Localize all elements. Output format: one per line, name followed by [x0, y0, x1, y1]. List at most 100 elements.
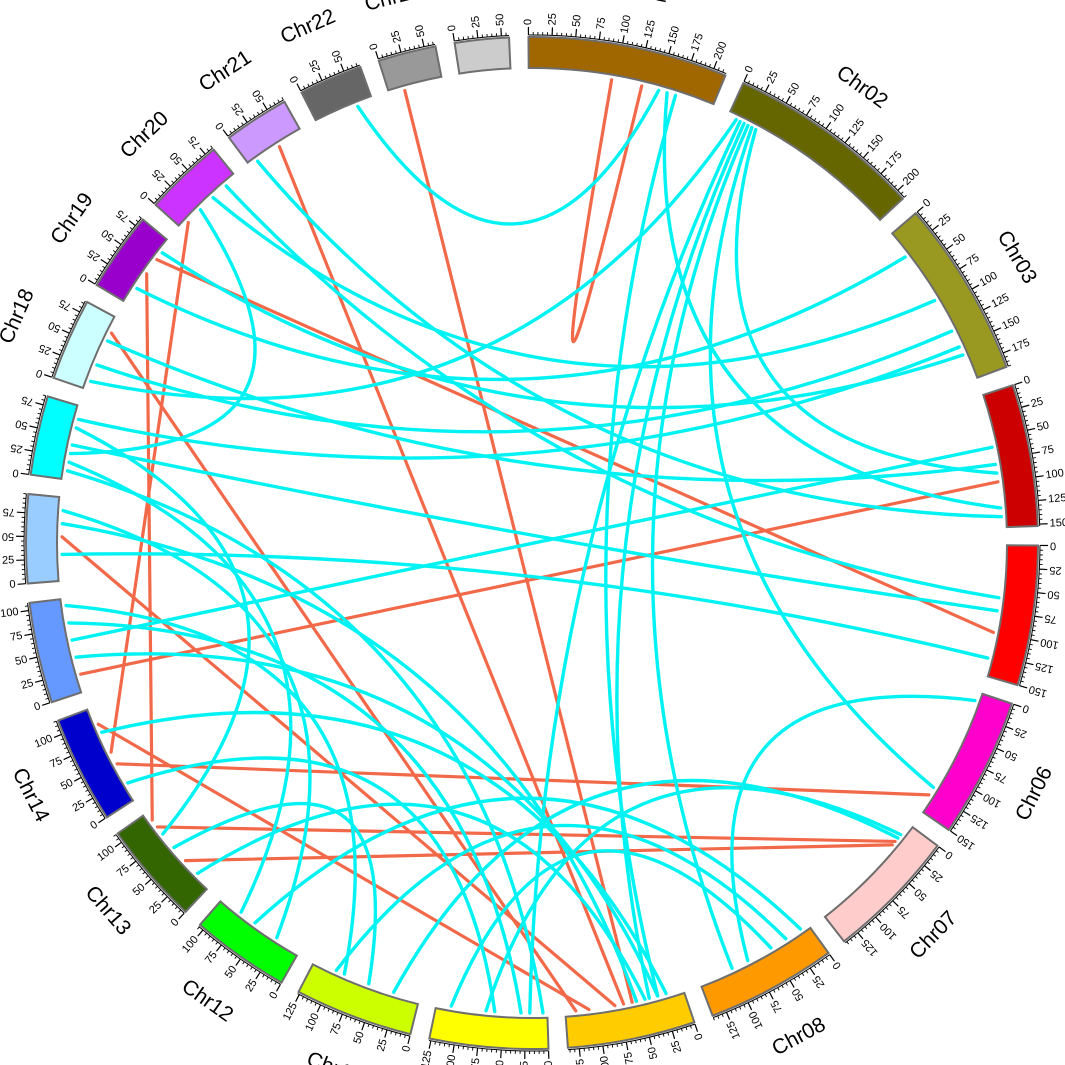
tick-label: 0 [1021, 702, 1031, 715]
link-inter [67, 621, 523, 1015]
minor-tick [853, 935, 857, 939]
minor-tick [659, 48, 661, 52]
major-tick [178, 912, 185, 920]
minor-tick [817, 962, 821, 966]
minor-tick [1026, 657, 1030, 660]
minor-tick [920, 213, 923, 216]
minor-tick [878, 913, 882, 917]
major-tick [63, 755, 72, 761]
major-tick [164, 180, 171, 187]
major-tick [476, 1048, 479, 1057]
minor-tick [35, 661, 39, 663]
minor-tick [45, 697, 49, 700]
minor-tick [1028, 433, 1032, 436]
minor-tick [990, 760, 994, 764]
major-tick [87, 279, 96, 285]
major-tick [625, 1042, 629, 1051]
minor-tick [793, 105, 797, 109]
minor-tick [36, 417, 40, 420]
chromosome-chr19: 0 25 50 75 Chr19 [46, 189, 169, 303]
chromosome-block [95, 218, 169, 303]
minor-tick [94, 805, 98, 809]
minor-tick [178, 909, 182, 913]
minor-tick [434, 1041, 436, 1045]
minor-tick [376, 1026, 379, 1031]
minor-tick [821, 123, 825, 127]
major-tick [1037, 592, 1046, 595]
major-tick [100, 259, 108, 265]
minor-tick [777, 987, 780, 991]
minor-tick [80, 781, 84, 784]
minor-tick [1032, 457, 1036, 459]
tick-axis [528, 34, 727, 75]
tick-label: 75 [807, 93, 824, 110]
tick-label: 100 [1039, 636, 1059, 651]
minor-tick [825, 957, 828, 961]
link-inter [160, 251, 965, 410]
major-tick [857, 932, 864, 940]
major-tick [384, 1029, 388, 1038]
minor-tick [821, 959, 825, 963]
major-tick [1034, 615, 1043, 619]
minor-tick [1001, 734, 1006, 737]
minor-tick [900, 191, 904, 195]
minor-tick [752, 1000, 755, 1004]
link-inter [70, 445, 994, 642]
minor-tick [1017, 392, 1021, 395]
major-tick [318, 72, 323, 81]
tick-axis [27, 603, 51, 703]
tick-label: 0 [446, 24, 459, 32]
tick-label: 50 [2, 530, 14, 542]
minor-tick [704, 62, 707, 66]
minor-tick [249, 116, 252, 120]
major-tick [1031, 451, 1041, 455]
link-intra [155, 258, 996, 635]
tick-label: 125 [1048, 492, 1065, 505]
minor-tick [1000, 739, 1004, 742]
minor-tick [722, 69, 725, 73]
major-tick [114, 239, 122, 245]
minor-tick [70, 322, 74, 326]
minor-tick [99, 269, 103, 273]
chromosome-block [890, 211, 1008, 379]
minor-tick [158, 194, 161, 197]
minor-tick [345, 1015, 348, 1019]
minor-tick [210, 145, 213, 149]
link-inter [135, 255, 907, 382]
tick-label: 75 [769, 998, 785, 1014]
minor-tick [171, 180, 175, 184]
minor-tick [789, 102, 793, 106]
major-tick [575, 28, 578, 37]
major-tick [690, 52, 695, 61]
minor-tick [709, 64, 711, 68]
chromosome-chr18: 0 25 50 75 Chr18 [0, 285, 116, 390]
tick-label: 125 [989, 291, 1011, 310]
link-inter [708, 125, 936, 790]
minor-tick [964, 274, 968, 278]
chromosome-label: Chr21 [195, 46, 255, 96]
tick-axis [51, 300, 86, 378]
major-tick [764, 84, 770, 93]
minor-tick [307, 83, 310, 87]
chromosome-label: Chr12 [177, 975, 237, 1027]
minor-tick [690, 1025, 692, 1029]
minor-tick [894, 184, 897, 188]
tick-label: 125 [725, 1019, 743, 1041]
tick-label: 50 [250, 87, 267, 104]
minor-tick [211, 938, 215, 942]
minor-tick [62, 340, 66, 343]
minor-tick [174, 906, 178, 910]
tick-label: 150 [1049, 517, 1065, 530]
minor-tick [976, 295, 980, 298]
major-tick [725, 1012, 731, 1020]
chromosome-chr24: 02550Chr24 [446, 13, 512, 75]
minor-tick [968, 802, 972, 806]
minor-tick [813, 965, 817, 969]
minor-tick [617, 39, 620, 43]
minor-tick [995, 333, 999, 336]
minor-tick [168, 899, 171, 903]
minor-tick [974, 291, 978, 294]
chromosome-block [29, 395, 79, 480]
minor-tick [785, 982, 788, 986]
